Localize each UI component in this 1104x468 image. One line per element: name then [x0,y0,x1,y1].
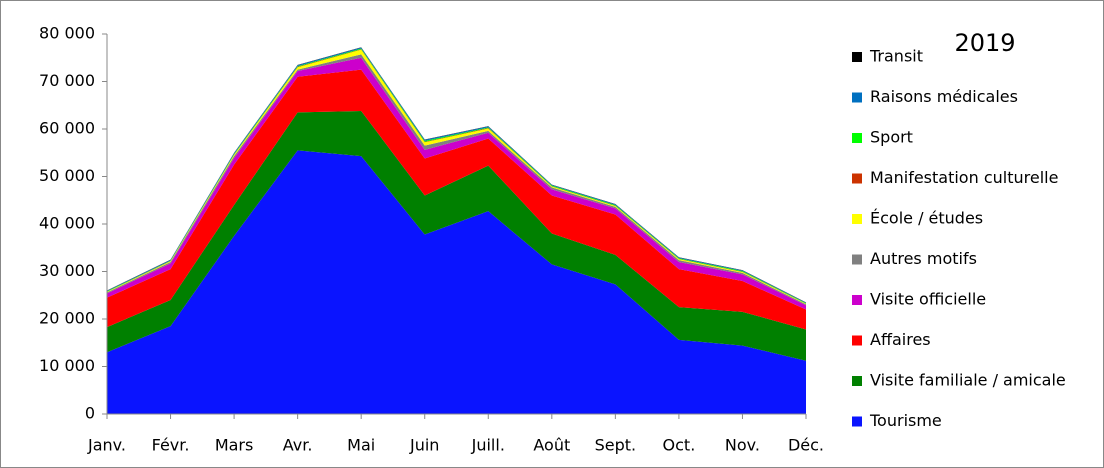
y-tick-label: 10 000 [39,356,95,375]
x-tick-label: Janv. [87,436,126,455]
legend-label: Visite officielle [870,290,986,309]
legend-swatch [852,133,862,143]
area [107,150,806,414]
y-tick-label: 80 000 [39,24,95,43]
x-tick-label: Sept. [595,436,637,455]
legend-swatch [852,416,862,427]
legend-swatch [852,254,862,265]
legend-label: Sport [870,128,913,147]
chart-title: 2019 [954,29,1015,57]
x-tick-label: Févr. [152,436,190,455]
legend-label: Tourisme [869,411,942,430]
area [107,110,806,361]
legend-label: Autres motifs [870,249,977,268]
x-tick-label: Nov. [725,436,760,455]
x-tick-label: Déc. [788,436,824,455]
legend-swatch [852,173,862,184]
legend-swatch [852,52,862,62]
legend-label: École / études [870,209,983,228]
x-tick-label: Avr. [283,436,313,455]
legend-swatch [852,214,862,224]
legend-swatch [852,376,862,386]
legend-label: Visite familiale / amicale [870,371,1066,390]
y-tick-label: 40 000 [39,214,95,233]
area [107,69,806,330]
y-tick-label: 60 000 [39,119,95,138]
x-tick-label: Août [533,436,570,455]
legend-label: Raisons médicales [870,87,1018,106]
legend-label: Transit [869,47,923,66]
legend-swatch [852,295,862,305]
y-tick-label: 20 000 [39,309,95,328]
y-tick-label: 0 [85,404,95,423]
x-tick-label: Juill. [471,436,505,455]
y-tick-label: 50 000 [39,166,95,185]
x-tick-label: Mai [347,436,375,455]
x-tick-label: Mars [215,436,254,455]
x-tick-label: Oct. [663,436,696,455]
y-tick-label: 30 000 [39,261,95,280]
legend-swatch [852,335,862,346]
x-tick-label: Juin [409,436,439,455]
legend-label: Affaires [870,330,931,349]
legend-label: Manifestation culturelle [870,168,1058,187]
legend-swatch [852,92,862,103]
y-tick-label: 70 000 [39,71,95,90]
